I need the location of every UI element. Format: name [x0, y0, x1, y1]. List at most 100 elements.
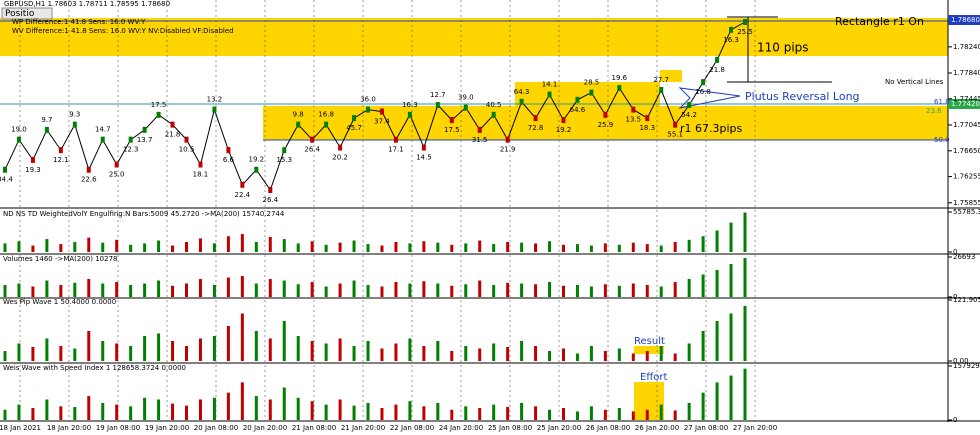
- volume-bar: [254, 241, 258, 252]
- price-tag: 1.78680: [951, 16, 980, 24]
- candle: [86, 166, 91, 173]
- volume-bar: [101, 283, 105, 297]
- candle: [491, 111, 496, 118]
- candle: [72, 121, 77, 128]
- volume-bar: [743, 258, 747, 297]
- volume-bar: [589, 406, 593, 420]
- volume-bar: [87, 330, 91, 361]
- volume-bar: [352, 345, 356, 361]
- wave-label: 16.3: [402, 101, 418, 109]
- y-tick-label: 26693: [953, 253, 975, 261]
- wave-label: 12.7: [430, 91, 446, 99]
- volume-bar: [534, 243, 538, 252]
- volume-bar: [729, 375, 733, 420]
- volume-bar: [617, 408, 621, 420]
- signal-label: Plutus Reversal Long: [745, 90, 860, 103]
- volume-bar: [129, 244, 133, 252]
- volume-bar: [212, 285, 216, 297]
- volume-bar: [436, 340, 440, 361]
- x-tick-label: 21 Jan 08:00: [292, 424, 336, 432]
- volume-bar: [436, 283, 440, 297]
- info: WP Difference:1 41.8 Sens: 16.0 WV:Y: [12, 18, 146, 26]
- volume-bar: [87, 279, 91, 297]
- vertical-label: No Vertical Lines: [885, 78, 944, 86]
- volume-bar: [157, 240, 161, 252]
- volume-bar: [380, 408, 384, 420]
- wave-label: 21.8: [165, 131, 181, 139]
- volume-bar: [506, 407, 510, 420]
- wave-label: 18.3: [639, 124, 655, 132]
- volume-bar: [464, 406, 468, 420]
- volume-bar: [589, 245, 593, 252]
- volume-bar: [45, 338, 49, 361]
- wave-label: 39.0: [458, 94, 474, 102]
- volume-bar: [198, 238, 202, 252]
- volume-bar: [492, 343, 496, 361]
- volume-bar: [673, 410, 677, 420]
- y-tick-label: 1.77445: [953, 95, 980, 103]
- volume-bar: [310, 401, 314, 420]
- volume-bar: [687, 239, 691, 252]
- wave-label: 55.1: [667, 131, 683, 139]
- wave-label: 6.6: [223, 156, 235, 164]
- candle: [519, 98, 524, 105]
- tab: Positio: [5, 9, 35, 19]
- wave-label: 19.2: [249, 156, 265, 164]
- wave-label: 40.5: [486, 101, 502, 109]
- volume-bar: [450, 409, 454, 420]
- x-tick-label: 19 Jan 08:00: [96, 424, 140, 432]
- volume-bar: [394, 241, 398, 252]
- panel-title: Wes Pip Wave 1 50.4000 0.0000: [3, 298, 116, 306]
- wave-label: 31.5: [472, 136, 488, 144]
- volume-bar: [645, 244, 649, 252]
- volume-bar: [631, 283, 635, 297]
- volume-bar: [3, 285, 7, 297]
- candle: [603, 111, 608, 118]
- volume-bar: [603, 350, 607, 361]
- volume-bar: [534, 284, 538, 297]
- volume-bar: [617, 244, 621, 252]
- volume-bar: [687, 279, 691, 297]
- candle: [184, 136, 189, 143]
- volume-bar: [506, 346, 510, 361]
- x-tick-label: 18 Jan 20:00: [47, 424, 91, 432]
- info: WV Difference:1 41.8 Sens: 16.0 WV:Y NV:…: [12, 27, 234, 35]
- x-tick-label: 18 Jan 2021: [0, 424, 41, 432]
- volume-bar: [575, 285, 579, 297]
- zone-box: [515, 82, 660, 124]
- x-tick-label: 20 Jan 20:00: [243, 424, 287, 432]
- signal-arrow: [678, 87, 741, 109]
- candle: [240, 181, 245, 188]
- wave-label: 14.7: [95, 126, 111, 134]
- volume-bar: [226, 325, 230, 361]
- candle: [743, 18, 747, 25]
- volume-bar: [3, 243, 7, 252]
- volume-bar: [143, 243, 147, 252]
- y-tick-label: 1.77840: [953, 69, 980, 77]
- wave-label: 17.5: [444, 126, 460, 134]
- volume-bar: [17, 343, 21, 361]
- candle: [687, 102, 692, 109]
- volume-bar: [715, 320, 719, 361]
- volume-bar: [226, 392, 230, 420]
- volume-bar: [296, 335, 300, 361]
- candle: [631, 106, 636, 113]
- volume-bar: [506, 282, 510, 297]
- volume-bar: [464, 345, 468, 361]
- volume-bar: [45, 399, 49, 420]
- volume-bar: [534, 406, 538, 420]
- candle: [226, 147, 231, 154]
- volume-bar: [240, 276, 244, 297]
- volume-bar: [31, 346, 35, 361]
- y-tick-label: 121.905: [953, 296, 980, 304]
- volume-bar: [254, 396, 258, 420]
- zone-small: [660, 70, 682, 82]
- volume-bar: [548, 409, 552, 420]
- volume-bar: [422, 281, 426, 297]
- wave-label: 64.6: [570, 106, 586, 114]
- candle: [715, 56, 720, 63]
- x-tick-label: 27 Jan 20:00: [733, 424, 777, 432]
- candle: [617, 85, 622, 92]
- candle: [156, 111, 161, 118]
- wave-label: 28.5: [584, 79, 600, 87]
